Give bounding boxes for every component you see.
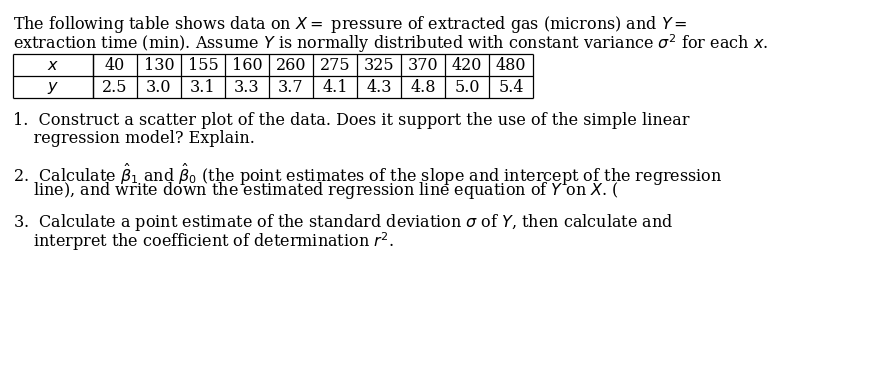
Text: 4.3: 4.3	[366, 78, 391, 96]
Text: extraction time (min). Assume $Y$ is normally distributed with constant variance: extraction time (min). Assume $Y$ is nor…	[13, 32, 767, 55]
Text: line), and write down the estimated regression line equation of $Y$ on $X$. (: line), and write down the estimated regr…	[13, 180, 618, 201]
Text: $x$: $x$	[47, 56, 59, 74]
Text: 3.3: 3.3	[234, 78, 260, 96]
Text: 130: 130	[144, 56, 175, 74]
Text: 3.  Calculate a point estimate of the standard deviation $\sigma$ of $Y$, then c: 3. Calculate a point estimate of the sta…	[13, 212, 673, 233]
Text: 5.0: 5.0	[453, 78, 479, 96]
Text: 275: 275	[319, 56, 350, 74]
Text: interpret the coefficient of determination $r^2$.: interpret the coefficient of determinati…	[13, 230, 394, 253]
Text: 40: 40	[104, 56, 125, 74]
Text: 1.  Construct a scatter plot of the data. Does it support the use of the simple : 1. Construct a scatter plot of the data.…	[13, 112, 688, 129]
Text: The following table shows data on $X=$ pressure of extracted gas (microns) and $: The following table shows data on $X=$ p…	[13, 14, 687, 35]
Text: 420: 420	[452, 56, 481, 74]
Text: 3.7: 3.7	[278, 78, 303, 96]
Text: 2.5: 2.5	[102, 78, 128, 96]
Text: 5.4: 5.4	[497, 78, 524, 96]
Text: 2.  Calculate $\hat{\beta}_1$ and $\hat{\beta}_0$ (the point estimates of the sl: 2. Calculate $\hat{\beta}_1$ and $\hat{\…	[13, 162, 722, 188]
Text: 4.1: 4.1	[322, 78, 347, 96]
Text: 155: 155	[188, 56, 218, 74]
Text: 325: 325	[363, 56, 394, 74]
Text: 260: 260	[275, 56, 306, 74]
Text: $y$: $y$	[46, 78, 59, 96]
Text: 160: 160	[232, 56, 262, 74]
Text: regression model? Explain.: regression model? Explain.	[13, 130, 254, 147]
Text: 480: 480	[496, 56, 525, 74]
Text: 370: 370	[407, 56, 438, 74]
Text: 3.1: 3.1	[190, 78, 216, 96]
Text: 3.0: 3.0	[146, 78, 172, 96]
Text: 4.8: 4.8	[410, 78, 435, 96]
